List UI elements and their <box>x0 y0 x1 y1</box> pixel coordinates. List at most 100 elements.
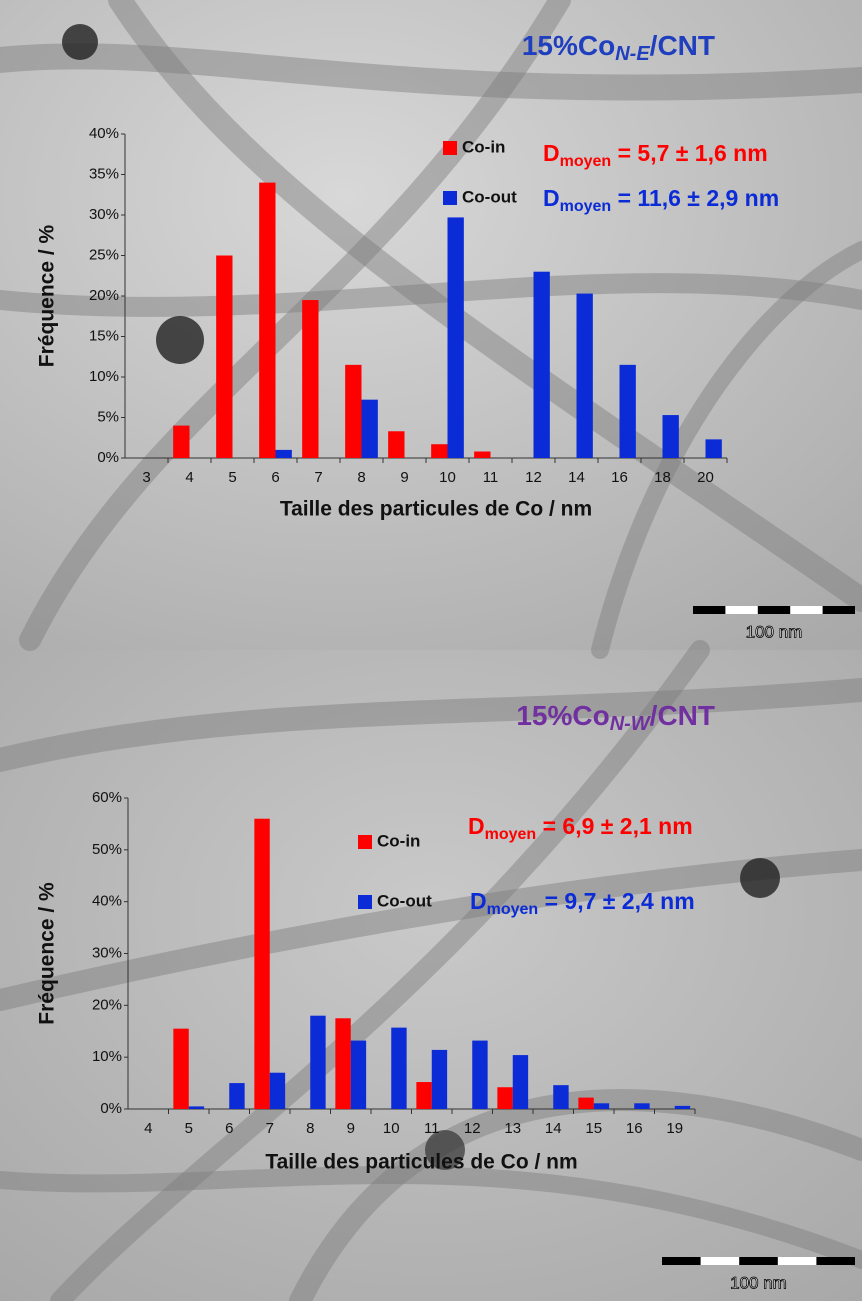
bar <box>634 1103 650 1109</box>
scale-bar-segment <box>822 606 855 614</box>
text-main: D <box>468 813 485 839</box>
bar <box>173 425 190 458</box>
y-tick-label: 60% <box>92 789 122 806</box>
bar <box>578 1097 594 1109</box>
legend-label: Co-out <box>377 891 432 910</box>
bar <box>173 1028 189 1109</box>
text-main: D <box>543 140 560 166</box>
text-main: = 11,6 ± 2,9 nm <box>611 185 779 211</box>
x-tick-label: 14 <box>568 469 585 486</box>
bar <box>275 449 292 458</box>
text-subscript: N-W <box>610 713 652 735</box>
y-tick-label: 40% <box>89 125 119 142</box>
bar <box>576 293 593 458</box>
bar <box>474 451 491 458</box>
y-tick-label: 5% <box>97 408 119 425</box>
x-axis-title: Taille des particules de Co / nm <box>265 1151 577 1174</box>
chart-title: 15%CoN-W/CNT <box>516 700 715 735</box>
legend-label: Co-in <box>462 137 505 156</box>
y-tick-label: 0% <box>100 1100 122 1117</box>
bar <box>350 1040 367 1109</box>
x-tick-label: 19 <box>666 1120 683 1137</box>
x-tick-label: 14 <box>545 1120 562 1137</box>
bar <box>593 1103 610 1109</box>
x-tick-label: 12 <box>525 469 542 486</box>
y-tick-label: 30% <box>92 944 122 961</box>
legend-swatch <box>443 141 457 155</box>
x-tick-label: 3 <box>142 469 150 486</box>
bar <box>416 1082 432 1109</box>
y-tick-label: 40% <box>92 893 122 910</box>
x-tick-label: 4 <box>185 469 193 486</box>
x-tick-label: 15 <box>585 1120 602 1137</box>
legend-swatch <box>443 191 457 205</box>
x-tick-label: 12 <box>464 1120 481 1137</box>
x-tick-label: 6 <box>225 1120 233 1137</box>
x-tick-label: 8 <box>357 469 365 486</box>
tem-image <box>0 0 862 650</box>
x-tick-label: 7 <box>314 469 322 486</box>
x-tick-label: 8 <box>306 1120 314 1137</box>
y-tick-label: 25% <box>89 246 119 263</box>
bar <box>619 364 636 458</box>
text-main: = 5,7 ± 1,6 nm <box>611 140 767 166</box>
x-tick-label: 13 <box>504 1120 521 1137</box>
x-tick-label: 10 <box>439 469 456 486</box>
x-tick-label: 11 <box>483 469 499 486</box>
bar <box>388 431 405 458</box>
y-tick-label: 10% <box>89 368 119 385</box>
annotation: Dmoyen = 5,7 ± 1,6 nm <box>543 140 768 170</box>
legend-label: Co-in <box>377 831 420 850</box>
legend-label: Co-out <box>462 187 517 206</box>
scale-bar-label: 100 nm <box>730 1273 787 1292</box>
y-tick-label: 20% <box>89 287 119 304</box>
text-main: = 6,9 ± 2,1 nm <box>536 813 692 839</box>
bar <box>259 182 276 458</box>
x-tick-label: 11 <box>424 1120 440 1137</box>
x-tick-label: 9 <box>347 1120 355 1137</box>
legend-swatch <box>358 895 372 909</box>
y-tick-label: 0% <box>97 449 119 466</box>
bar <box>512 1055 529 1109</box>
bar <box>705 439 722 458</box>
y-tick-label: 30% <box>89 206 119 223</box>
legend-swatch <box>358 835 372 849</box>
y-tick-label: 15% <box>89 327 119 344</box>
scale-bar-segment <box>816 1257 855 1265</box>
x-tick-label: 5 <box>185 1120 193 1137</box>
bar <box>553 1085 569 1109</box>
scale-bar-segment <box>662 1257 701 1265</box>
x-tick-label: 5 <box>228 469 236 486</box>
tem-image <box>0 650 862 1301</box>
bar <box>229 1083 245 1109</box>
text-subscript: moyen <box>485 826 537 843</box>
x-tick-label: 16 <box>626 1120 643 1137</box>
y-axis-title: Fréquence / % <box>36 882 59 1025</box>
text-subscript: moyen <box>560 153 612 170</box>
bar <box>674 1105 691 1109</box>
text-subscript: moyen <box>487 901 539 918</box>
y-tick-label: 20% <box>92 996 122 1013</box>
text-main: 15%Co <box>522 30 615 61</box>
bar <box>302 300 319 458</box>
annotation: Dmoyen = 9,7 ± 2,4 nm <box>470 888 695 918</box>
text-main: D <box>470 888 487 914</box>
annotation: Dmoyen = 11,6 ± 2,9 nm <box>543 185 779 215</box>
bar <box>533 271 550 458</box>
x-tick-label: 18 <box>654 469 671 486</box>
scale-bar-segment <box>693 606 726 614</box>
bar <box>662 415 679 458</box>
text-main: /CNT <box>650 30 715 61</box>
x-tick-label: 6 <box>271 469 279 486</box>
scale-bar-label: 100 nm <box>746 622 803 641</box>
bar <box>216 255 233 458</box>
bar <box>345 364 362 458</box>
bar <box>391 1027 407 1109</box>
text-main: = 9,7 ± 2,4 nm <box>538 888 694 914</box>
annotation: Dmoyen = 6,9 ± 2,1 nm <box>468 813 693 843</box>
bar <box>361 399 378 458</box>
bar <box>472 1040 488 1109</box>
scale-bar-segment <box>739 1257 778 1265</box>
scale-bar-segment <box>757 606 791 614</box>
